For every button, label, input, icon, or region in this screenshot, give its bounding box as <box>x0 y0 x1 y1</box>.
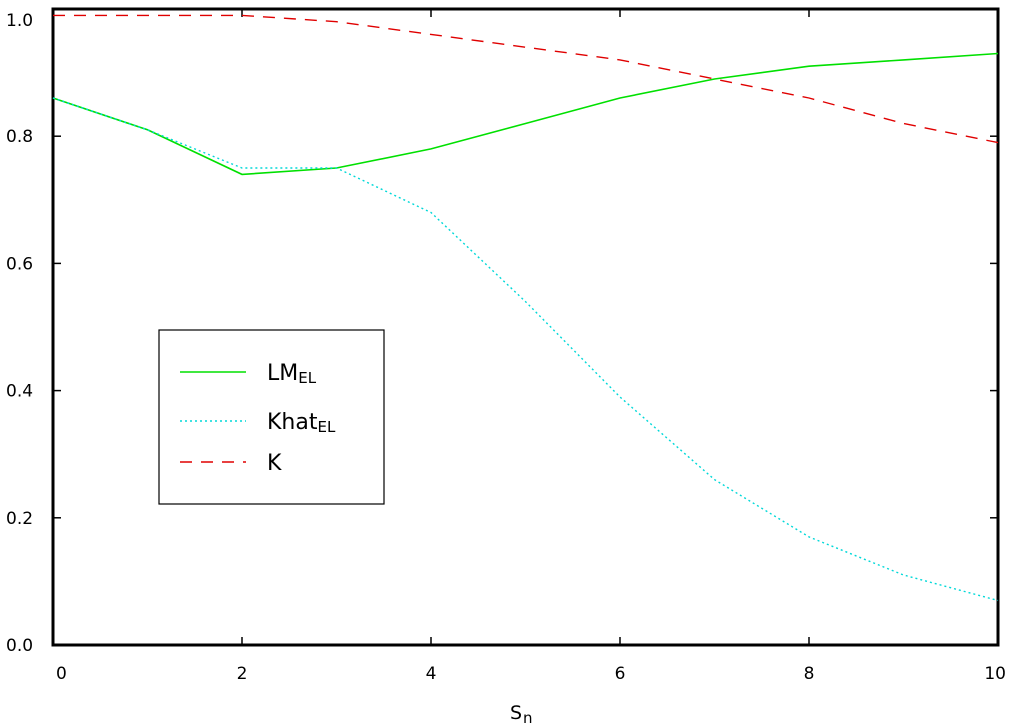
plot-frame <box>51 7 1000 647</box>
legend-label-lm: LMEL <box>267 361 317 387</box>
x-tick-label: 4 <box>426 664 437 684</box>
legend-box <box>158 329 385 505</box>
x-tick-label: 0 <box>56 664 67 684</box>
x-axis-label-subscript: n <box>523 709 533 727</box>
series-line-k <box>53 14 999 144</box>
series-line-khat <box>52 97 999 602</box>
legend: LMEL KhatEL K <box>158 329 385 505</box>
legend-items: LMEL KhatEL K <box>180 361 336 476</box>
x-tick-label: 6 <box>615 664 626 684</box>
x-axis-label: S <box>510 702 522 724</box>
x-tick-label: 10 <box>984 664 1006 684</box>
series-line-lm <box>52 52 999 176</box>
y-tick-label: 0.2 <box>6 509 33 529</box>
axis-tick-labels: 0 2 4 6 8 10 0.0 0.2 0.4 0.6 0.8 1.0 <box>6 11 1006 684</box>
axis-ticks <box>52 8 999 646</box>
y-tick-label: 0.4 <box>6 382 33 402</box>
legend-label-khat: KhatEL <box>267 410 336 436</box>
y-tick-label: 0.6 <box>6 254 33 274</box>
series-lines <box>52 14 999 602</box>
y-tick-label: 1.0 <box>6 11 33 31</box>
y-tick-label: 0.8 <box>6 127 33 147</box>
x-tick-label: 8 <box>804 664 815 684</box>
legend-label-k: K <box>267 451 282 476</box>
y-tick-label: 0.0 <box>6 636 33 656</box>
x-tick-label: 2 <box>237 664 248 684</box>
